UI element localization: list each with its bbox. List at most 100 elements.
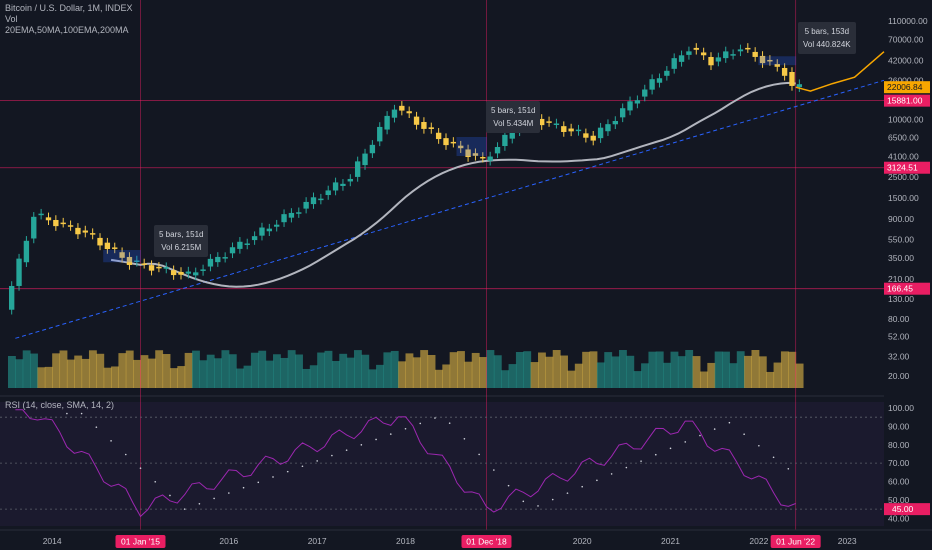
rsi-sma-dot [758, 444, 760, 447]
candle-body [627, 101, 633, 111]
candle-body [656, 78, 663, 83]
candle-body [480, 156, 486, 159]
candle-body [141, 263, 147, 265]
measure-tooltip-1: 5 bars, 151d Vol 6.215M [154, 225, 209, 257]
volume-bar [736, 351, 745, 388]
rsi-sma-dot [507, 484, 510, 487]
rsi-sma-dot [272, 476, 274, 478]
time-marker-badge: 01 Jun '22 [770, 535, 821, 548]
volume-bar [795, 363, 804, 388]
rsi-sma-dot [610, 473, 613, 475]
candle-body [575, 129, 582, 132]
volume-bar [221, 350, 230, 388]
chart-title: Bitcoin / U.S. Dollar, 1M, INDEX [5, 3, 133, 13]
volume-bar [729, 363, 738, 388]
candle-body [774, 63, 780, 67]
volume-bar [140, 355, 149, 388]
volume-bar [567, 370, 576, 388]
candle-body [664, 70, 670, 76]
tooltip-bars: 5 bars, 153d [804, 27, 850, 36]
price-tick-label: 110000.00 [888, 16, 928, 26]
price-tick-label: 70000.00 [888, 34, 924, 44]
volume-bar [442, 364, 451, 388]
candle-body [723, 51, 729, 59]
rsi-tick-label: 40.00 [888, 513, 910, 523]
volume-bar [434, 369, 443, 388]
volume-bar [530, 362, 539, 388]
rsi-sma-dot [95, 426, 98, 428]
candle-body [752, 51, 758, 57]
volume-bar [545, 356, 554, 388]
time-marker-bg [461, 535, 512, 548]
rsi-tick-label: 60.00 [888, 477, 910, 487]
candle-body [89, 233, 96, 235]
volume-bar [317, 352, 326, 388]
volume-bar [677, 356, 686, 388]
rsi-sma-dot [124, 453, 127, 456]
rsi-sma-dot [625, 466, 628, 469]
volume-bar [596, 362, 605, 388]
rsi-sma-dot [316, 460, 318, 462]
candle-body [104, 242, 111, 250]
price-badge: 166.45 [884, 282, 930, 295]
volume-bar [243, 365, 252, 388]
price-badge-text: 3124.51 [887, 163, 918, 173]
candle-body [310, 197, 317, 205]
candle-body [38, 213, 44, 216]
candle-body [678, 55, 685, 62]
candle-body [428, 127, 434, 129]
volume-bar [155, 350, 164, 388]
rsi-tick-label: 70.00 [888, 458, 910, 468]
volume-bar [633, 371, 642, 388]
volume-bar [236, 368, 245, 388]
candle-body [126, 256, 133, 265]
candle-body [288, 212, 295, 218]
rsi-legend: RSI (14, close, SMA, 14, 2) [5, 400, 115, 410]
volume-bar [501, 370, 510, 388]
volume-bar [162, 354, 171, 388]
candle-body [60, 222, 66, 225]
volume-bar [515, 351, 524, 388]
candle-body [509, 132, 515, 139]
rsi-sma-dot [419, 422, 422, 425]
volume-bar [611, 356, 620, 388]
volume-bar [37, 367, 46, 388]
rsi-sma-dot [360, 444, 363, 446]
price-tick-label: 550.00 [888, 234, 914, 244]
volume-bar [449, 352, 458, 388]
volume-bar [773, 362, 782, 388]
price-tick-label: 4100.00 [888, 152, 919, 162]
rsi-sma-dot [743, 433, 745, 436]
candle-body [112, 247, 118, 249]
price-tick-label: 210.00 [888, 274, 914, 284]
volume-bar [8, 356, 16, 388]
rsi-sma-dot [478, 453, 480, 456]
volume-bar [523, 351, 532, 388]
measure-box [456, 137, 487, 157]
candle-body [193, 272, 199, 276]
candle-body [399, 105, 405, 111]
volume-bar [103, 367, 112, 388]
price-badge: 3124.51 [884, 161, 930, 174]
volume-bar [309, 365, 318, 388]
candle-body [369, 144, 376, 154]
rsi-sma-dot [581, 485, 583, 488]
volume-bar [339, 353, 348, 388]
price-tick-label: 52.00 [888, 332, 910, 342]
rsi-badge-bg [884, 503, 930, 516]
candle-body [413, 116, 420, 125]
volume-bar [258, 350, 267, 388]
candle-body [97, 237, 103, 246]
volume-bar [641, 363, 649, 388]
candle-body [458, 145, 464, 149]
measure-box [103, 250, 142, 263]
time-marker-badge: 01 Jan '15 [115, 535, 166, 548]
volume-bar [766, 371, 775, 388]
time-marker-bg [770, 535, 821, 548]
price-tick-label: 32.00 [888, 352, 910, 362]
candle-body [406, 111, 412, 114]
candle-body [318, 198, 324, 201]
rsi-sma-dot [169, 494, 171, 497]
rsi-sma-dot [257, 481, 260, 484]
